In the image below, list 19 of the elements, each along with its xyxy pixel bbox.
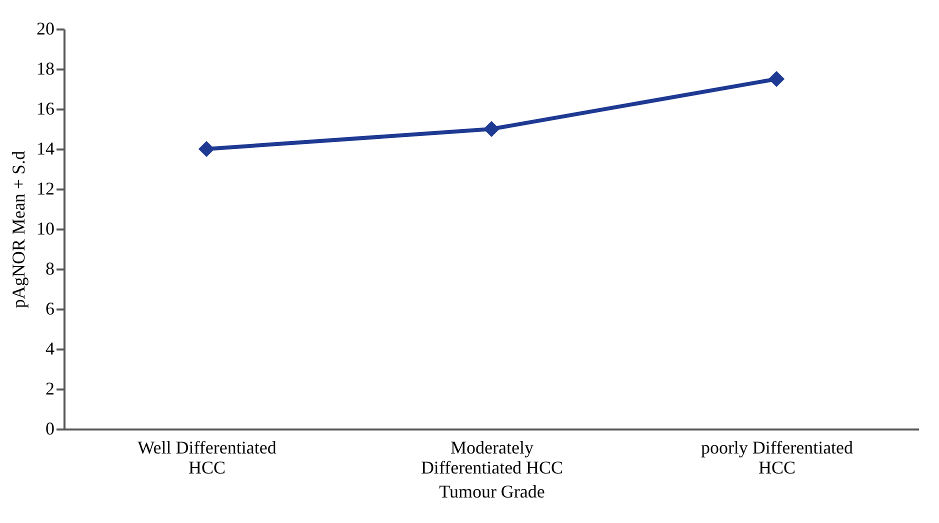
- y-tick-label: 16: [36, 98, 54, 118]
- y-tick-label: 20: [36, 18, 54, 38]
- point: [483, 120, 500, 138]
- y-tick-label: 18: [36, 58, 54, 78]
- point: [198, 140, 215, 158]
- y-tick-label: 4: [46, 338, 54, 358]
- x-axis-title: Tumour Grade: [439, 482, 545, 502]
- y-tick-label: 6: [46, 298, 54, 318]
- x-tick-label: poorly Differentiated HCC: [700, 438, 854, 478]
- y-tick-label: 12: [36, 178, 54, 198]
- point: [768, 70, 785, 88]
- y-tick-label: 0: [46, 418, 54, 438]
- y-tick-label: 2: [46, 378, 54, 398]
- x-tick-label: Moderately Differentiated HCC: [420, 438, 564, 478]
- y-tick-label: 10: [36, 218, 54, 238]
- y-tick-label: 14: [36, 138, 54, 158]
- x-tick-label: Well Differentiated HCC: [138, 438, 276, 478]
- y-tick-label: 8: [46, 258, 54, 278]
- y-axis-title: pAgNOR Mean + S.d: [8, 150, 28, 308]
